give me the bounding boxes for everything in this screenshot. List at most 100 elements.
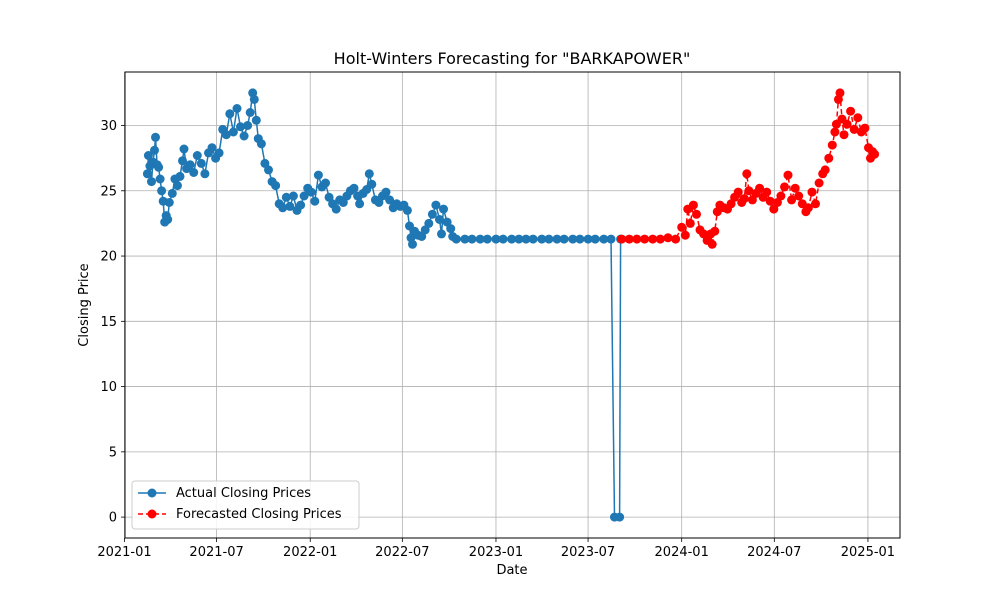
- data-point: [313, 170, 323, 180]
- data-point: [178, 156, 187, 166]
- data-point: [364, 169, 374, 179]
- data-point: [521, 234, 531, 244]
- data-point: [827, 140, 837, 150]
- plot-area: [142, 88, 880, 522]
- data-point: [733, 187, 743, 197]
- data-point: [507, 234, 517, 244]
- data-point: [143, 151, 153, 160]
- data-point: [846, 106, 856, 116]
- data-point: [707, 239, 717, 249]
- data-point: [249, 94, 259, 104]
- x-axis-label: Date: [496, 563, 527, 578]
- data-point: [151, 132, 160, 142]
- data-point: [663, 233, 673, 243]
- x-tick-label: 2022-07: [375, 545, 429, 560]
- data-point: [355, 199, 365, 209]
- data-point: [559, 234, 569, 244]
- data-point: [243, 121, 253, 130]
- y-tick-label: 10: [100, 380, 117, 395]
- data-point: [256, 139, 266, 149]
- data-point: [417, 232, 427, 241]
- data-point: [402, 205, 412, 215]
- data-point: [814, 178, 824, 188]
- data-point: [142, 169, 152, 179]
- data-point: [583, 234, 593, 244]
- data-point: [835, 88, 845, 98]
- data-point: [790, 183, 800, 193]
- data-point: [544, 234, 554, 244]
- data-point: [446, 224, 456, 234]
- data-point: [783, 170, 793, 180]
- data-point: [437, 229, 446, 239]
- data-point: [655, 234, 665, 244]
- data-point: [640, 234, 650, 244]
- series-actual: [142, 88, 626, 522]
- data-point: [221, 130, 231, 140]
- data-point: [189, 168, 199, 177]
- data-point: [606, 234, 616, 244]
- data-point: [776, 191, 786, 201]
- data-point: [744, 186, 754, 196]
- data-point: [820, 165, 830, 175]
- data-point: [624, 234, 634, 244]
- plot-frame: [124, 71, 901, 539]
- data-point: [164, 198, 174, 207]
- data-point: [271, 181, 281, 191]
- data-point: [830, 127, 840, 137]
- x-axis-ticks: 2021-01 2021-07 2022-01 2022-07 2023-01 2023-…: [97, 538, 895, 560]
- data-point: [769, 204, 779, 214]
- data-point: [424, 218, 434, 228]
- data-point: [710, 226, 720, 236]
- x-tick-label: 2024-07: [747, 545, 801, 560]
- legend-label-actual: Actual Closing Prices: [176, 486, 311, 501]
- data-point: [431, 200, 441, 210]
- y-tick-label: 20: [100, 250, 117, 265]
- data-point: [147, 177, 156, 187]
- data-point: [239, 131, 249, 141]
- legend-marker-actual: [147, 488, 157, 498]
- y-tick-label: 25: [100, 184, 117, 199]
- x-tick-label: 2022-01: [283, 545, 337, 560]
- data-point: [860, 123, 870, 133]
- data-point: [853, 113, 863, 123]
- data-point: [288, 191, 298, 201]
- data-point: [299, 191, 309, 201]
- data-point: [228, 127, 238, 137]
- data-point: [207, 143, 217, 153]
- data-point: [765, 196, 775, 206]
- x-tick-label: 2024-01: [655, 545, 709, 560]
- data-point: [150, 145, 159, 155]
- y-axis-label: Closing Price: [77, 263, 92, 346]
- data-point: [179, 144, 189, 154]
- data-point: [755, 183, 765, 193]
- data-point: [232, 104, 242, 113]
- data-point: [692, 209, 701, 219]
- x-tick-label: 2021-01: [97, 545, 151, 560]
- data-point: [839, 130, 849, 140]
- data-point: [408, 239, 417, 249]
- data-point: [742, 169, 752, 179]
- data-point: [331, 204, 341, 214]
- data-point: [321, 178, 330, 188]
- x-tick-label: 2023-01: [469, 545, 523, 560]
- data-point: [157, 186, 167, 196]
- x-tick-label: 2021-07: [189, 545, 243, 560]
- data-point: [811, 199, 820, 209]
- legend: Actual Closing Prices Forecasted Closing…: [131, 480, 360, 530]
- legend-label-forecast: Forecasted Closing Prices: [176, 507, 342, 522]
- data-point: [794, 191, 804, 201]
- data-point: [575, 234, 585, 244]
- data-point: [648, 234, 658, 244]
- data-point: [870, 149, 880, 159]
- chart-title: Holt-Winters Forecasting for "BARKAPOWER…: [334, 49, 691, 68]
- data-point: [175, 171, 185, 181]
- data-point: [680, 230, 690, 240]
- data-point: [154, 162, 164, 172]
- y-tick-label: 15: [100, 315, 117, 330]
- data-point: [824, 153, 834, 163]
- data-point: [599, 234, 609, 244]
- data-point: [671, 234, 681, 244]
- grid-lines: [124, 72, 900, 538]
- data-point: [172, 181, 182, 191]
